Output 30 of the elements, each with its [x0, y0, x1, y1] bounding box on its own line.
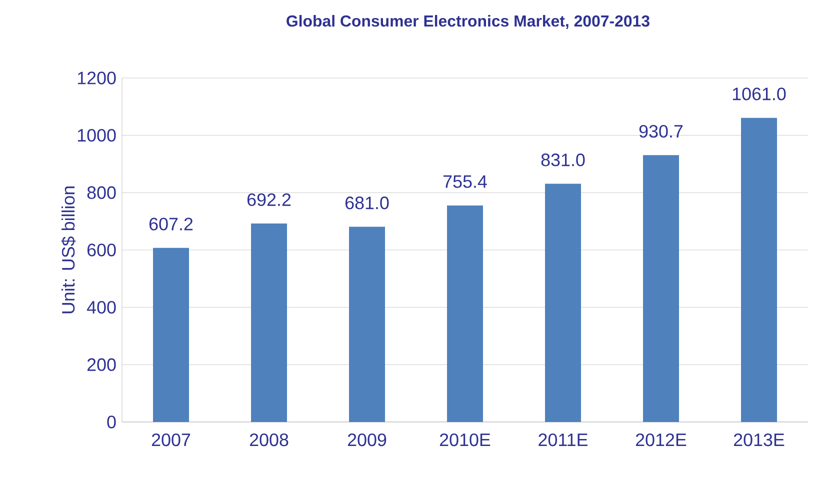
y-tick-label: 1200	[78, 72, 116, 84]
data-label: 607.2	[149, 218, 193, 230]
y-tick-label: 400	[86, 300, 116, 314]
bar	[153, 248, 190, 422]
y-tick-label: 1000	[78, 128, 116, 142]
x-tick-label: 2008	[250, 433, 288, 446]
data-label: 681.0	[345, 196, 389, 210]
bar	[349, 226, 386, 422]
y-tick-label: 0	[107, 416, 116, 428]
y-tick-label: 200	[87, 358, 116, 371]
bar	[741, 118, 778, 422]
x-tick-label: 2012E	[636, 433, 686, 446]
bar	[447, 205, 484, 422]
bar	[545, 184, 582, 422]
data-label: 831.0	[541, 154, 585, 166]
y-tick-label: 800	[87, 186, 116, 199]
data-label: 692.2	[247, 193, 291, 206]
y-axis-title: Unit: US$ billion	[61, 186, 76, 314]
y-tick-label: 600	[87, 244, 116, 256]
chart-title: Global Consumer Electronics Market, 2007-2013	[286, 14, 650, 29]
x-tick-label: 2009	[348, 433, 386, 446]
bar	[643, 155, 680, 422]
x-tick-label: 2010E	[440, 433, 490, 446]
data-label: 930.7	[639, 124, 683, 138]
data-label: 1061.0	[732, 88, 786, 100]
x-tick-label: 2007	[152, 433, 190, 446]
x-tick-label: 2011E	[538, 433, 588, 446]
bar	[251, 224, 288, 422]
x-tick-label: 2013E	[734, 433, 784, 446]
data-label: 755.4	[443, 175, 487, 188]
